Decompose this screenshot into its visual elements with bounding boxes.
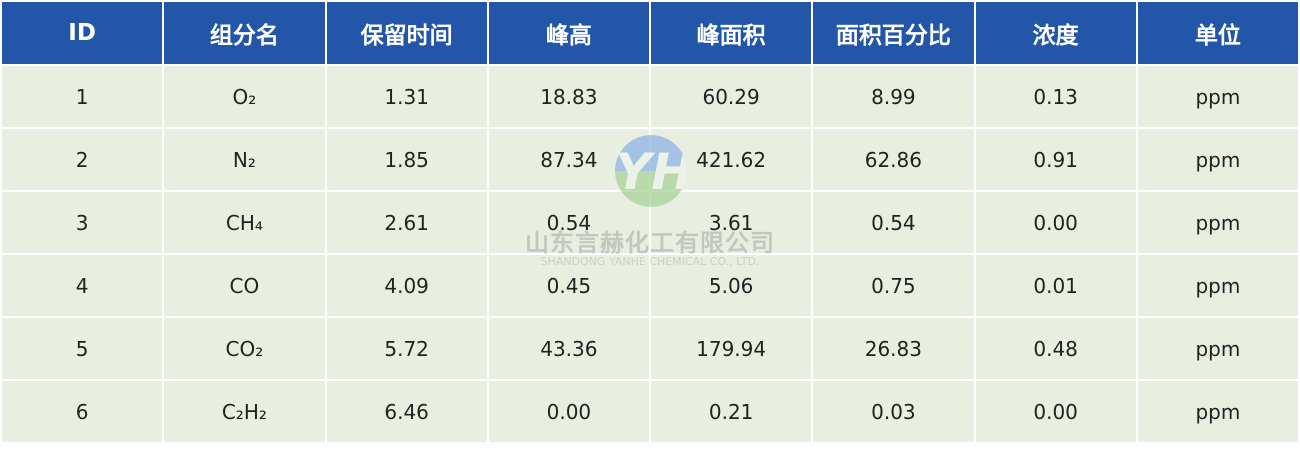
column-header: 单位: [1135, 0, 1300, 66]
table-cell: 26.83: [811, 316, 976, 381]
table-cell: 43.36: [486, 316, 652, 381]
table-cell: 3: [0, 190, 165, 255]
table-cell: 4: [0, 253, 165, 318]
column-header: 浓度: [973, 0, 1138, 66]
table-cell: 5.72: [324, 316, 489, 381]
table-cell: 18.83: [486, 64, 652, 129]
table-cell: 421.62: [648, 127, 814, 192]
table-cell: 179.94: [648, 316, 814, 381]
column-header: ID: [0, 0, 165, 66]
table-cell: 4.09: [324, 253, 489, 318]
table-row: 2 N₂ 1.85 87.34 421.62 62.86 0.91 ppm: [0, 127, 1300, 192]
table-cell: 3.61: [648, 190, 814, 255]
table-cell: 0.01: [973, 253, 1138, 318]
table-cell: 1.31: [324, 64, 489, 129]
table-cell: 5: [0, 316, 165, 381]
column-header: 面积百分比: [811, 0, 976, 66]
table-cell: 0.54: [811, 190, 976, 255]
table-cell: ppm: [1135, 379, 1300, 444]
table-row: 5 CO₂ 5.72 43.36 179.94 26.83 0.48 ppm: [0, 316, 1300, 381]
table-cell: 87.34: [486, 127, 652, 192]
table-cell: ppm: [1135, 190, 1300, 255]
column-header: 组分名: [162, 0, 327, 66]
results-table: ID 组分名 保留时间 峰高 峰面积 面积百分比 浓度 单位 1 O₂ 1.31 18.83 60.2…: [0, 0, 1300, 444]
table-cell: 5.06: [648, 253, 814, 318]
column-header: 峰面积: [648, 0, 814, 66]
table-cell: 6.46: [324, 379, 489, 444]
table-cell: CO₂: [162, 316, 327, 381]
table-cell: 0.03: [811, 379, 976, 444]
table-cell: 62.86: [811, 127, 976, 192]
table-cell: ppm: [1135, 64, 1300, 129]
table-cell: ppm: [1135, 127, 1300, 192]
header-row: ID 组分名 保留时间 峰高 峰面积 面积百分比 浓度 单位: [0, 0, 1300, 66]
table-cell: 60.29: [648, 64, 814, 129]
table-cell: 2: [0, 127, 165, 192]
table-cell: 2.61: [324, 190, 489, 255]
table-cell: N₂: [162, 127, 327, 192]
table-row: 3 CH₄ 2.61 0.54 3.61 0.54 0.00 ppm: [0, 190, 1300, 255]
table-cell: O₂: [162, 64, 327, 129]
table-cell: 1: [0, 64, 165, 129]
table-cell: 0.21: [648, 379, 814, 444]
table-cell: 0.00: [973, 190, 1138, 255]
table-cell: C₂H₂: [162, 379, 327, 444]
table-cell: ppm: [1135, 316, 1300, 381]
table-cell: 0.00: [486, 379, 652, 444]
table-cell: 8.99: [811, 64, 976, 129]
table-cell: 0.48: [973, 316, 1138, 381]
table-row: 6 C₂H₂ 6.46 0.00 0.21 0.03 0.00 ppm: [0, 379, 1300, 444]
table-cell: ppm: [1135, 253, 1300, 318]
table-cell: 1.85: [324, 127, 489, 192]
table-cell: CH₄: [162, 190, 327, 255]
table-cell: 0.91: [973, 127, 1138, 192]
column-header: 保留时间: [324, 0, 489, 66]
table-row: 4 CO 4.09 0.45 5.06 0.75 0.01 ppm: [0, 253, 1300, 318]
table-cell: 0.75: [811, 253, 976, 318]
table-cell: 0.13: [973, 64, 1138, 129]
table-row: 1 O₂ 1.31 18.83 60.29 8.99 0.13 ppm: [0, 64, 1300, 129]
table-cell: 6: [0, 379, 165, 444]
table-cell: 0.45: [486, 253, 652, 318]
table-cell: 0.54: [486, 190, 652, 255]
column-header: 峰高: [486, 0, 652, 66]
table-cell: 0.00: [973, 379, 1138, 444]
table-cell: CO: [162, 253, 327, 318]
